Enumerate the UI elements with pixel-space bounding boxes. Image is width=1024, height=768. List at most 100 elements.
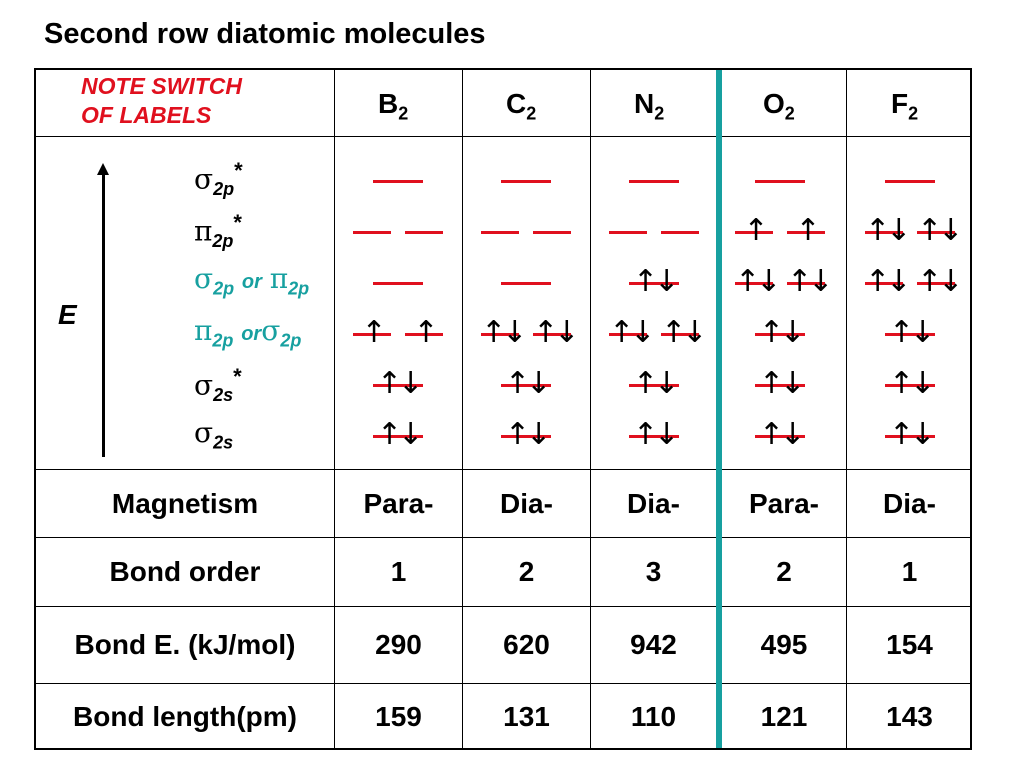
property-value: 2 (776, 556, 792, 587)
level-label-sigma2p-or-pi2p: σ2p or π2p (194, 262, 310, 299)
energy-label: E (58, 299, 77, 330)
property-value: Dia- (627, 487, 680, 519)
property-value: 159 (375, 701, 422, 732)
orbital-line (885, 435, 935, 438)
electron-arrows: ↑↓ (632, 264, 679, 299)
orbital-line (501, 435, 551, 438)
orbital-line (373, 435, 423, 438)
orbital-line (661, 333, 699, 336)
property-value: Para- (748, 487, 820, 519)
electron-arrows: ↑↓ (888, 417, 935, 452)
property-value: 2 (518, 556, 535, 587)
level-label-sigma2s-star: σ2s* (194, 364, 242, 405)
orbital-line (609, 333, 647, 336)
orbital-line (661, 231, 699, 234)
property-value: 110 (630, 701, 677, 732)
orbital-line (865, 282, 903, 285)
electron-arrows: ↑↓ (504, 417, 551, 452)
orbital-line (755, 180, 805, 183)
electron-arrows: ↑↓ (376, 366, 423, 401)
orbital-line (629, 384, 679, 387)
electron-arrows: ↑↓ (888, 366, 935, 401)
electron-arrows: ↑↓ (758, 417, 805, 452)
orbital-line (787, 231, 825, 234)
orbital-line (755, 333, 805, 336)
electron-arrows: ↑ (743, 213, 768, 248)
electron-arrows: ↑↓ (865, 264, 911, 299)
property-value: 143 (886, 701, 933, 732)
row-label-bond-energy: Bond E. (kJ/mol) (74, 629, 296, 660)
orbital-line (755, 384, 805, 387)
orbital-line (501, 282, 551, 285)
electron-arrows: ↑↓ (632, 366, 679, 401)
level-label-sigma2s: σ2s (194, 416, 234, 453)
row-label-magnetism: Magnetism (111, 487, 259, 519)
orbital-line (405, 333, 443, 336)
row-label-bond-length: Bond length(pm) (73, 701, 297, 732)
electron-arrows: ↑↓ (609, 315, 655, 350)
property-value: Dia- (883, 487, 936, 519)
electron-arrows: ↑ (413, 315, 438, 350)
orbital-line (501, 384, 551, 387)
energy-axis (102, 174, 105, 457)
property-value: Dia- (500, 487, 553, 519)
level-label-pi2p-or-sigma2p: π2p orσ2p (194, 314, 302, 351)
property-value: Para- (363, 487, 434, 519)
electron-arrows: ↑↓ (533, 315, 579, 350)
header-o2: O2 (763, 88, 795, 124)
electron-arrows: ↑↓ (735, 264, 781, 299)
orbital-line (735, 231, 773, 234)
electron-arrows: ↑ (795, 213, 820, 248)
orbital-line (629, 282, 679, 285)
electron-arrows: ↑↓ (758, 366, 805, 401)
property-value: 290 (375, 629, 422, 660)
level-label-sigma2p-star: σ2p* (194, 158, 243, 199)
orbital-line (481, 231, 519, 234)
orbital-line (735, 282, 773, 285)
electron-arrows: ↑↓ (758, 315, 805, 350)
orbital-line (885, 384, 935, 387)
orbital-line (533, 231, 571, 234)
orbital-line (405, 231, 443, 234)
orbital-line (373, 384, 423, 387)
orbital-line (629, 435, 679, 438)
electron-arrows: ↑↓ (661, 315, 707, 350)
divider-bar (716, 70, 722, 748)
orbital-line (885, 333, 935, 336)
property-value: 620 (503, 629, 550, 660)
energy-arrow-head (97, 163, 109, 175)
property-value: 154 (886, 629, 933, 660)
header-f2: F2 (891, 88, 919, 124)
property-value: 121 (760, 701, 808, 732)
header-n2: N2 (634, 88, 665, 124)
property-value: 131 (503, 701, 550, 732)
row-label-bond-order: Bond order (109, 556, 261, 587)
orbital-line (917, 231, 955, 234)
property-value: 1 (390, 556, 407, 587)
orbital-line (865, 231, 903, 234)
electron-arrows: ↑↓ (865, 213, 911, 248)
level-label-pi2p-star: π2p* (194, 210, 242, 251)
electron-arrows: ↑↓ (787, 264, 833, 299)
switch-note: NOTE SWITCH OF LABELS (81, 73, 242, 128)
electron-arrows: ↑ (361, 315, 386, 350)
orbital-line (609, 231, 647, 234)
header-c2: C2 (506, 88, 537, 124)
property-value: 495 (760, 629, 808, 660)
property-value: 3 (645, 556, 662, 587)
orbital-line (533, 333, 571, 336)
orbital-line (501, 180, 551, 183)
page-title: Second row diatomic molecules (44, 18, 486, 50)
electron-arrows: ↑↓ (917, 264, 963, 299)
header-b2: B2 (378, 88, 409, 124)
orbital-line (481, 333, 519, 336)
property-value: 942 (630, 629, 677, 660)
electron-arrows: ↑↓ (888, 315, 935, 350)
orbital-line (755, 435, 805, 438)
orbital-line (917, 282, 955, 285)
orbital-line (353, 231, 391, 234)
mo-table: NOTE SWITCH OF LABELS B2 C2 N2 O2 F2 E σ… (34, 68, 972, 750)
electron-arrows: ↑↓ (376, 417, 423, 452)
electron-arrows: ↑↓ (481, 315, 527, 350)
orbital-line (353, 333, 391, 336)
